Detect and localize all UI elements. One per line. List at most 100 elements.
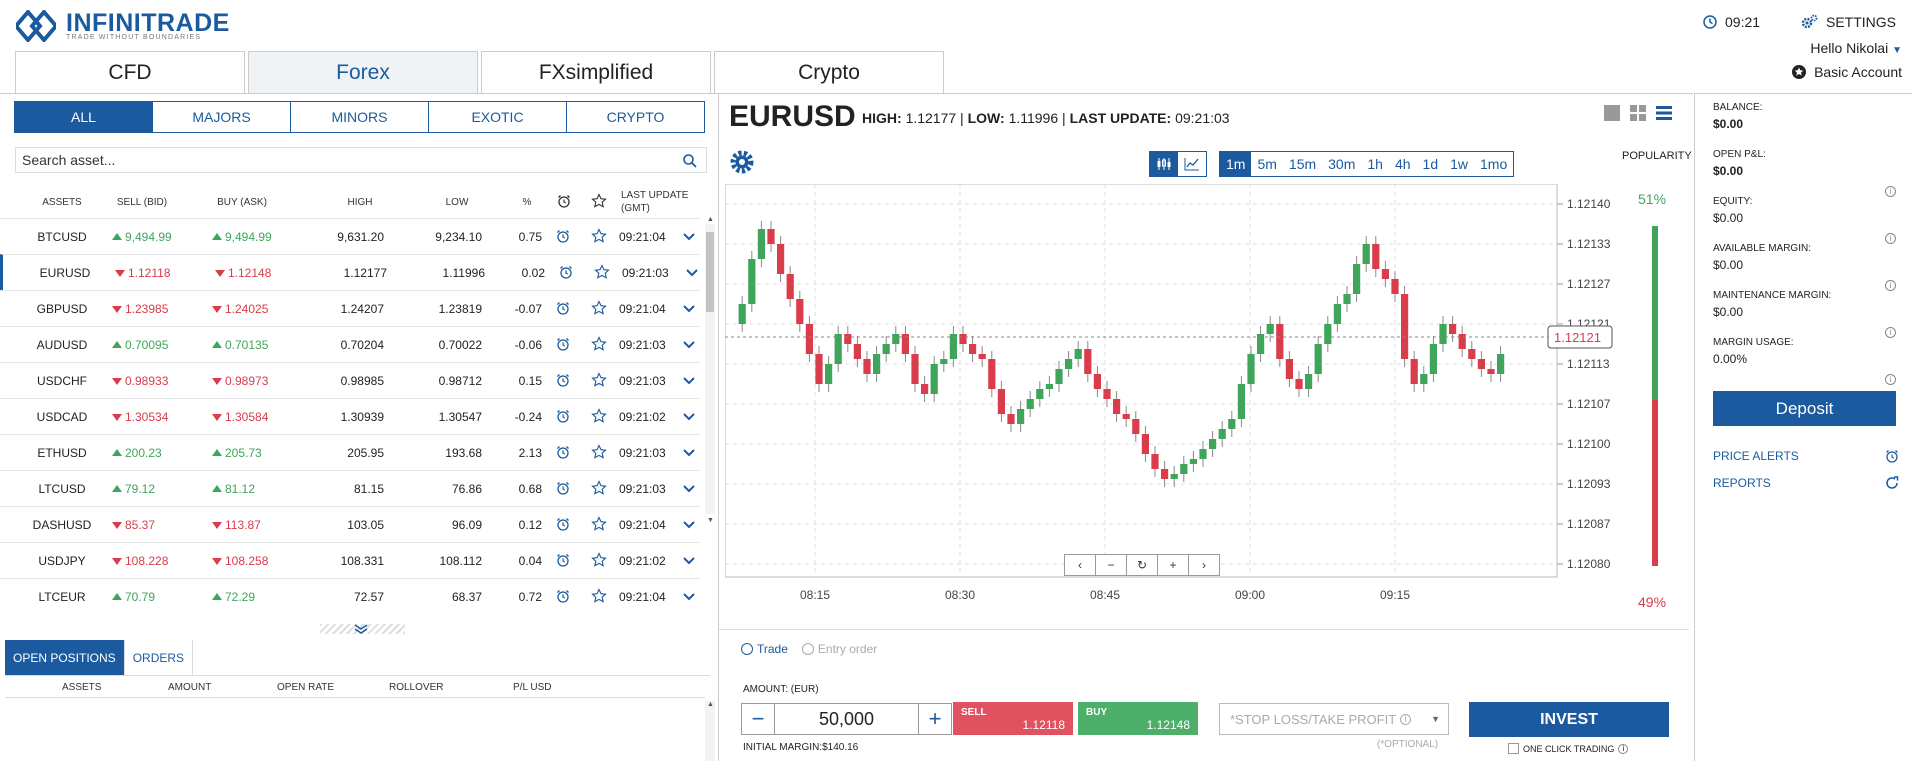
sell-price[interactable]: 1.23985 [112,302,192,316]
star-icon[interactable] [591,336,607,355]
alarm-icon[interactable] [556,517,570,534]
scroll-down-icon[interactable]: ▼ [707,517,714,524]
buy-price[interactable]: 205.73 [212,446,292,460]
table-row[interactable]: DASHUSD 85.37 113.87 103.05 96.09 0.12 09:21:0… [0,506,700,542]
timeframe-1h[interactable]: 1h [1367,156,1383,172]
one-click-toggle[interactable]: ONE CLICK TRADING i [1508,743,1629,754]
scroll-thumb[interactable] [706,232,714,312]
buy-price[interactable]: 113.87 [212,518,292,532]
resize-chevron-icon[interactable] [353,623,369,635]
expand-chevron-icon[interactable] [682,519,696,533]
price-chart[interactable]: 1.12140 1.12133 1.12127 1.12121 1.12113 1.121… [725,184,1615,624]
alarm-icon[interactable] [556,553,570,570]
alarm-icon[interactable] [556,481,570,498]
sell-button[interactable]: SELL 1.12118 [953,702,1073,735]
expand-chevron-icon[interactable] [682,231,696,245]
stop-loss-take-profit-select[interactable]: *STOP LOSS/TAKE PROFIT i ▼ [1219,703,1449,735]
panel-resizer[interactable] [320,624,405,634]
tab-cfd[interactable]: CFD [15,51,245,93]
star-icon[interactable] [591,516,607,535]
filter-exotic[interactable]: EXOTIC [428,101,567,133]
buy-price[interactable]: 1.24025 [212,302,292,316]
table-row[interactable]: USDCHF 0.98933 0.98973 0.98985 0.98712 0.15 09… [0,362,700,398]
buy-button[interactable]: BUY 1.12148 [1078,702,1198,735]
filter-crypto[interactable]: CRYPTO [566,101,705,133]
timeframe-1mo[interactable]: 1mo [1480,156,1508,172]
refresh-icon[interactable] [1885,476,1899,490]
sell-price[interactable]: 1.30534 [112,410,192,424]
table-row[interactable]: BTCUSD 9,494.99 9,494.99 9,631.20 9,234.10 0.… [0,218,700,254]
search-input[interactable]: Search asset... [15,147,707,173]
sell-price[interactable]: 200.23 [112,446,192,460]
sell-price[interactable]: 1.12118 [115,266,195,280]
settings-button[interactable]: SETTINGS [1800,14,1896,30]
chart-settings-icon[interactable] [728,148,756,176]
positions-scrollbar[interactable]: ▲ [705,701,715,761]
info-icon[interactable]: i [1885,280,1896,291]
chart-zoom-out-icon[interactable]: − [1095,554,1127,576]
expand-chevron-icon[interactable] [682,591,696,605]
alarm-icon[interactable] [556,337,570,354]
expand-chevron-icon[interactable] [682,447,696,461]
star-icon[interactable] [591,300,607,319]
filter-all[interactable]: ALL [14,101,153,133]
col-buy[interactable]: BUY (ASK) [217,197,267,208]
alarm-icon[interactable] [556,229,570,246]
star-icon[interactable] [591,228,607,247]
price-alerts-link[interactable]: PRICE ALERTS [1713,449,1799,463]
single-view-icon[interactable] [1603,104,1621,122]
chart-left-icon[interactable]: ‹ [1064,554,1096,576]
chart-right-icon[interactable]: › [1188,554,1220,576]
mode-entry-radio[interactable]: Entry order [801,642,877,656]
sell-price[interactable]: 0.98933 [112,374,192,388]
alarm-icon[interactable] [1885,449,1899,463]
table-row[interactable]: USDCAD 1.30534 1.30584 1.30939 1.30547 -0.24 0… [0,398,700,434]
tab-crypto[interactable]: Crypto [714,51,944,93]
grid-view-icon[interactable] [1629,104,1647,122]
sell-price[interactable]: 9,494.99 [112,230,192,244]
buy-price[interactable]: 72.29 [212,590,292,604]
tab-open-positions[interactable]: OPEN POSITIONS [5,640,125,675]
one-click-checkbox[interactable] [1508,743,1519,754]
invest-button[interactable]: INVEST [1469,702,1669,737]
info-icon[interactable]: i [1885,233,1896,244]
star-icon[interactable] [594,264,610,283]
table-row[interactable]: ETHUSD 200.23 205.73 205.95 193.68 2.13 09:21:… [0,434,700,470]
info-icon[interactable]: i [1885,327,1896,338]
deposit-button[interactable]: Deposit [1713,391,1896,426]
col-high[interactable]: HIGH [347,197,373,208]
tab-forex[interactable]: Forex [248,51,478,93]
buy-price[interactable]: 0.98973 [212,374,292,388]
buy-price[interactable]: 81.12 [212,482,292,496]
alarm-icon[interactable] [556,445,570,462]
buy-price[interactable]: 108.258 [212,554,292,568]
sell-price[interactable]: 0.70095 [112,338,192,352]
star-icon[interactable] [591,372,607,391]
star-icon[interactable] [591,588,607,607]
alarm-icon[interactable] [556,373,570,390]
user-menu[interactable]: Hello Nikolai ▼ [1810,40,1902,56]
buy-price[interactable]: 0.70135 [212,338,292,352]
table-row[interactable]: USDJPY 108.228 108.258 108.331 108.112 0.04 09… [0,542,700,578]
alarm-icon[interactable] [556,301,570,318]
timeframe-30m[interactable]: 30m [1328,156,1356,172]
timeframe-4h[interactable]: 4h [1394,156,1411,172]
timeframe-15m[interactable]: 15m [1288,156,1317,172]
timeframe-5m[interactable]: 5m [1257,156,1277,172]
sell-price[interactable]: 85.37 [112,518,192,532]
table-row[interactable]: GBPUSD 1.23985 1.24025 1.24207 1.23819 -0.07 0… [0,290,700,326]
list-view-icon[interactable] [1655,104,1673,122]
tab-orders[interactable]: ORDERS [125,640,194,675]
expand-chevron-icon[interactable] [682,339,696,353]
expand-chevron-icon[interactable] [682,555,696,569]
star-icon[interactable] [591,444,607,463]
filter-minors[interactable]: MINORS [290,101,429,133]
expand-chevron-icon[interactable] [682,303,696,317]
amount-plus-button[interactable]: + [928,706,942,731]
amount-input[interactable]: 50,000 [774,704,919,734]
expand-chevron-icon[interactable] [685,267,699,281]
alarm-icon[interactable] [556,409,570,426]
buy-price[interactable]: 1.30584 [212,410,292,424]
chart-reset-icon[interactable]: ↻ [1126,554,1158,576]
scroll-up-icon[interactable]: ▲ [707,216,714,223]
